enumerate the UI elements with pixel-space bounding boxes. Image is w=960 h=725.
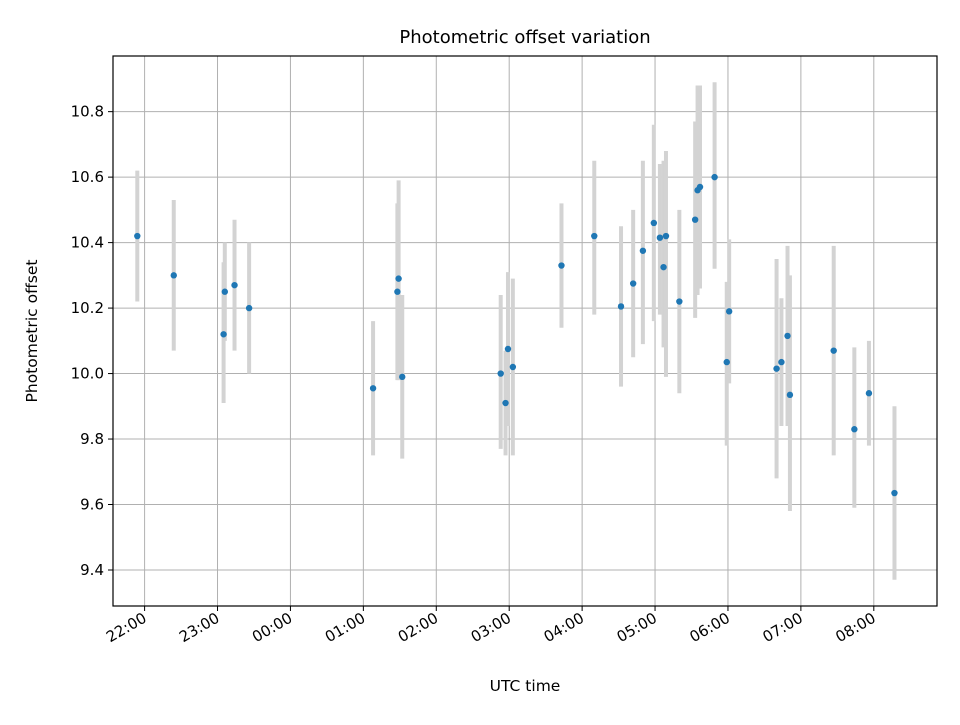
data-point (725, 308, 733, 315)
data-point (711, 173, 718, 181)
y-tick-label: 9.4 (80, 561, 104, 579)
data-point (220, 331, 227, 338)
x-tick-label: 02:00 (395, 609, 441, 646)
x-tick-label: 04:00 (541, 609, 587, 646)
data-point (170, 272, 177, 279)
error-bars (135, 82, 897, 580)
x-tick-label: 01:00 (322, 609, 368, 646)
data-point (696, 183, 704, 191)
data-point (656, 234, 664, 241)
data-point (830, 347, 837, 354)
data-point (504, 345, 512, 353)
x-tick-label: 03:00 (468, 609, 514, 646)
data-point (591, 232, 598, 240)
data-point (221, 288, 229, 295)
data-point (639, 247, 647, 254)
data-point (865, 390, 873, 397)
y-tick-label: 10.2 (71, 299, 104, 317)
x-tick-label: 08:00 (832, 609, 878, 646)
x-tick-label: 05:00 (614, 609, 660, 646)
data-point (558, 262, 565, 269)
x-tick-label: 07:00 (759, 609, 805, 646)
data-point (629, 280, 637, 287)
data-point (502, 399, 509, 407)
data-point (773, 365, 780, 372)
data-point (231, 281, 238, 289)
y-tick-label: 10.6 (71, 168, 104, 186)
data-point (676, 298, 683, 305)
grid-lines (113, 56, 937, 606)
y-tick-label: 9.6 (80, 496, 104, 514)
y-tick-label: 10.0 (71, 365, 104, 383)
x-tick-label: 22:00 (103, 609, 149, 646)
y-axis-label: Photometric offset (23, 260, 41, 403)
x-tick-label: 06:00 (687, 609, 733, 646)
data-point (778, 358, 785, 366)
x-tick-label: 00:00 (249, 609, 295, 646)
data-point (399, 373, 406, 381)
data-point (786, 391, 794, 399)
data-point (691, 216, 699, 223)
plot-frame (112, 55, 938, 607)
y-axis: 9.4 9.6 9.8 10.0 10.2 10.4 10.6 10.8 (71, 103, 113, 579)
x-tick-label: 23:00 (176, 609, 222, 646)
data-point (660, 263, 667, 271)
data-points (134, 173, 898, 497)
data-point (395, 275, 402, 282)
y-tick-label: 10.4 (71, 234, 104, 252)
data-point (851, 426, 858, 433)
x-axis: 22:00 23:00 00:00 01:00 02:00 03:00 04:00 05:00… (103, 606, 879, 646)
data-point (369, 385, 377, 392)
data-point (245, 304, 253, 312)
data-point (784, 332, 791, 340)
data-point (662, 232, 670, 240)
data-point (617, 303, 625, 310)
data-point (891, 489, 898, 497)
y-tick-label: 10.8 (71, 103, 104, 121)
y-tick-label: 9.8 (80, 430, 104, 448)
data-point (650, 219, 658, 227)
data-point (497, 370, 504, 377)
data-point (509, 363, 517, 371)
chart-title: Photometric offset variation (399, 27, 650, 48)
data-point (723, 358, 730, 366)
data-point (394, 288, 401, 295)
x-axis-label: UTC time (490, 677, 561, 695)
data-point (134, 232, 141, 240)
